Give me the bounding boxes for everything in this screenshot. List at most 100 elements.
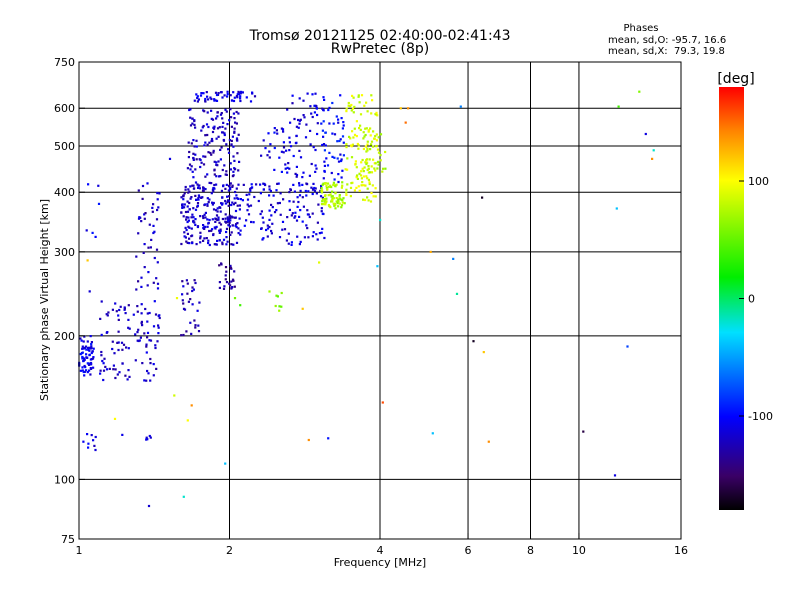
data-point <box>294 211 297 214</box>
data-point <box>324 194 327 197</box>
data-point <box>334 184 337 187</box>
data-point <box>88 363 91 366</box>
data-point <box>229 168 232 171</box>
chart-subtitle: RwPretec (8p) <box>331 41 429 57</box>
data-point <box>206 111 209 114</box>
data-point <box>196 100 199 103</box>
data-point <box>286 171 289 174</box>
data-point <box>227 189 230 192</box>
data-point <box>321 129 324 132</box>
data-point <box>90 434 93 437</box>
data-point <box>231 135 234 138</box>
data-point <box>230 203 233 207</box>
data-point <box>225 243 228 246</box>
data-point <box>232 112 235 115</box>
data-point <box>102 369 106 372</box>
data-point <box>314 92 317 95</box>
data-point <box>214 227 217 230</box>
data-point <box>281 220 285 223</box>
data-point <box>114 376 117 380</box>
data-point <box>201 189 205 192</box>
data-point <box>459 105 462 108</box>
data-point <box>252 221 255 224</box>
data-point <box>206 225 209 228</box>
data-point <box>289 145 293 148</box>
data-point <box>198 187 201 190</box>
data-point <box>157 326 160 329</box>
data-point <box>233 197 236 200</box>
data-point <box>314 164 317 167</box>
data-point <box>298 243 301 246</box>
data-point <box>371 184 374 187</box>
data-point <box>228 221 231 224</box>
data-point <box>111 340 114 343</box>
data-point <box>234 168 237 171</box>
data-point <box>232 155 235 158</box>
data-point <box>82 440 85 443</box>
data-point <box>213 168 216 171</box>
data-point <box>222 238 226 241</box>
data-point <box>82 347 85 350</box>
data-point <box>296 235 299 238</box>
data-point <box>268 290 271 293</box>
data-point <box>337 205 340 208</box>
data-point <box>322 108 325 111</box>
data-point <box>187 156 190 159</box>
data-point <box>193 187 196 190</box>
data-point <box>81 347 84 350</box>
data-point <box>233 117 236 120</box>
data-point <box>299 118 302 121</box>
data-point <box>194 281 197 285</box>
x-tick-label: 2 <box>226 544 233 557</box>
data-point <box>210 137 214 141</box>
data-point <box>140 312 143 315</box>
data-point <box>344 168 347 171</box>
data-point <box>190 404 193 407</box>
colorbar-ticks: 100 0 -100 <box>739 175 773 423</box>
data-point <box>298 184 301 187</box>
data-point <box>302 99 305 102</box>
data-point <box>191 242 194 245</box>
data-point <box>183 203 186 206</box>
data-point <box>231 286 234 289</box>
data-point <box>347 104 350 107</box>
data-point <box>194 223 197 226</box>
data-point <box>149 357 152 361</box>
data-point <box>199 237 202 240</box>
data-point <box>276 202 279 205</box>
data-point <box>141 324 144 327</box>
data-point <box>260 227 263 230</box>
data-point <box>324 203 327 206</box>
data-point <box>357 94 360 97</box>
data-point <box>283 228 287 231</box>
data-point <box>208 218 211 222</box>
data-point <box>195 243 198 246</box>
data-point <box>350 103 353 107</box>
data-point <box>156 287 160 290</box>
data-point <box>429 250 432 253</box>
data-point <box>364 127 367 130</box>
data-point <box>376 114 379 117</box>
data-point <box>268 156 271 159</box>
data-point <box>232 145 235 148</box>
data-point <box>128 327 131 330</box>
data-point <box>298 182 301 185</box>
data-point <box>216 207 219 210</box>
data-point <box>357 144 360 147</box>
data-point <box>90 341 93 344</box>
data-point <box>316 132 319 136</box>
data-point <box>323 197 326 201</box>
data-point <box>168 157 172 160</box>
data-point <box>197 98 200 101</box>
data-point <box>338 194 341 197</box>
data-point <box>182 302 185 305</box>
data-point <box>334 207 337 210</box>
data-point <box>364 145 367 148</box>
data-point <box>324 201 327 204</box>
data-point <box>81 369 84 372</box>
data-point <box>285 149 288 152</box>
data-point <box>320 231 323 234</box>
data-point <box>199 215 202 218</box>
data-point <box>211 201 214 204</box>
data-point <box>273 211 277 214</box>
